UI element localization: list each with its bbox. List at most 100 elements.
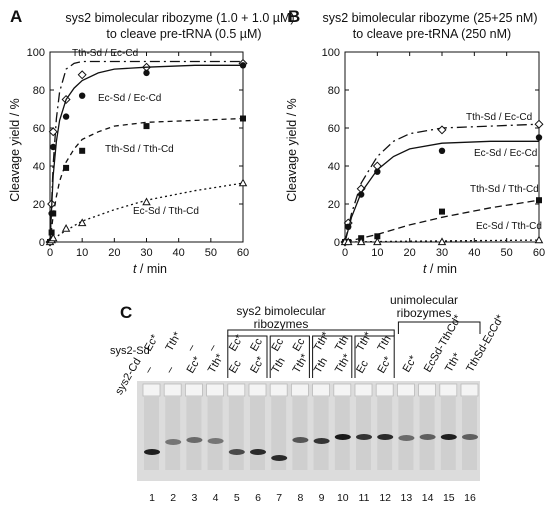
chart-a-series-3-point bbox=[143, 123, 150, 130]
chart-b-series-1-line bbox=[344, 123, 540, 243]
gel-lane-smear bbox=[250, 396, 265, 470]
gel-lane-sd-label: Ec bbox=[291, 336, 308, 354]
chart-a-series-3-point bbox=[79, 147, 86, 154]
panel-label-b: B bbox=[288, 7, 300, 26]
gel-well bbox=[418, 383, 437, 397]
chart-a-ytick-label: 0 bbox=[39, 237, 45, 249]
chart-a-series-4-point bbox=[77, 218, 87, 227]
gel-lane-smear bbox=[377, 396, 393, 470]
gel-lane-cd-label: Tth bbox=[269, 356, 287, 376]
chart-a-ylabel: Cleavage yield / % bbox=[8, 98, 22, 202]
chart-b-plot: 0 10 20 30 40 50 60 0 20 40 60 80 100 bbox=[322, 47, 545, 259]
chart-a-series-3-point bbox=[48, 229, 55, 236]
gel-well bbox=[290, 383, 309, 397]
chart-a-ytick-label: 60 bbox=[33, 123, 45, 135]
gel-well bbox=[227, 383, 246, 397]
chart-b-series-4-point bbox=[437, 237, 447, 246]
gel-well bbox=[460, 383, 479, 397]
chart-b-series-2-point bbox=[535, 134, 543, 141]
chart-a-series-4-point bbox=[142, 197, 151, 206]
chart-a-xlabel-t: t bbox=[133, 262, 137, 276]
chart-b-series-4-point bbox=[356, 237, 366, 246]
chart-b-xlabel-unit: / min bbox=[426, 262, 457, 276]
chart-b-series-2-point bbox=[357, 191, 365, 198]
gel-lane-cd-label: Ec* bbox=[185, 354, 204, 375]
chart-a-series-4-point bbox=[61, 224, 71, 232]
gel-pair-bracket bbox=[354, 335, 395, 378]
chart-b-series-2-point bbox=[345, 223, 352, 230]
gel-band bbox=[377, 434, 394, 440]
gel-well bbox=[396, 383, 415, 397]
chart-b-series-4-line bbox=[344, 239, 540, 243]
gel-band bbox=[250, 449, 266, 455]
chart-a-series-label-3: Tth-Sd / Tth-Cd bbox=[105, 144, 174, 155]
gel-lane-cd-label: Ec bbox=[227, 358, 244, 376]
gel-lane-number: 2 bbox=[170, 492, 176, 504]
gel-group-unimolecular-line1: unimolecular bbox=[390, 293, 458, 307]
chart-b-ytick-label: 20 bbox=[328, 199, 340, 211]
chart-a-xtick-label: 30 bbox=[140, 247, 152, 259]
chart-a-series-3-point bbox=[50, 210, 57, 217]
gel-lane-sd-label: Ec bbox=[248, 336, 265, 354]
gel-group-bracket-bimolecular bbox=[227, 329, 395, 336]
chart-b-xtick-label: 50 bbox=[501, 247, 513, 259]
gel-row-sd-label: sys2-Sd bbox=[110, 345, 150, 357]
gel-lane-numbers: 1 2 3 4 5 6 7 8 9 10 11 12 13 14 15 16 bbox=[149, 492, 476, 504]
gel-lane-sd-label: Tth bbox=[333, 334, 351, 354]
gel-well bbox=[439, 383, 458, 397]
gel-well bbox=[354, 383, 373, 397]
chart-a-xtick-label: 10 bbox=[76, 247, 88, 259]
chart-a: A sys2 bimolecular ribozyme (1.0 + 1.0 µ… bbox=[8, 7, 295, 276]
gel-lane-sd-label: Ec* bbox=[227, 332, 246, 353]
gel-well bbox=[163, 383, 182, 397]
gel-well bbox=[312, 383, 331, 397]
gel-well bbox=[206, 383, 225, 397]
gel-lane-number: 7 bbox=[276, 492, 282, 504]
gel-band bbox=[228, 449, 245, 455]
gel-band bbox=[271, 455, 288, 461]
chart-b-xtick-label: 60 bbox=[533, 247, 545, 259]
chart-b-ytick-label: 40 bbox=[328, 161, 340, 173]
chart-b-series-1-point bbox=[437, 125, 447, 135]
gel-lane-cd-label: Ec* bbox=[248, 354, 267, 375]
gel-lane-sd-label: Tth* bbox=[354, 329, 375, 353]
gel-lane-number: 12 bbox=[379, 492, 391, 504]
chart-b-title-line2: to cleave pre-tRNA (250 nM) bbox=[353, 27, 511, 41]
gel-well bbox=[248, 383, 267, 397]
chart-a-series-2-point bbox=[78, 92, 86, 99]
chart-a-xtick-label: 40 bbox=[173, 247, 185, 259]
gel-lane-cd-label: Ec* bbox=[375, 354, 394, 375]
gel-band bbox=[419, 434, 436, 440]
gel-lane-smear bbox=[207, 396, 223, 470]
gel-lane-number: 3 bbox=[191, 492, 197, 504]
gel-well bbox=[184, 383, 203, 397]
gel-lane-sd-label: Tth* bbox=[312, 329, 333, 353]
gel-group-unimolecular-line2: ribozymes bbox=[397, 306, 452, 320]
chart-b-series-label-2: Ec-Sd / Ec-Cd bbox=[474, 148, 537, 159]
chart-b-xtick-label: 10 bbox=[371, 247, 383, 259]
gel-group-bimolecular-line2: ribozymes bbox=[254, 317, 309, 331]
chart-a-series-2-point bbox=[143, 69, 150, 77]
chart-a-series-2-point bbox=[62, 113, 70, 120]
chart-a-series-1-point bbox=[48, 127, 58, 137]
chart-a-series-4-point bbox=[48, 233, 58, 242]
gel-well bbox=[142, 383, 161, 397]
chart-b-ytick-label: 60 bbox=[328, 123, 340, 135]
gel-lanes bbox=[142, 383, 479, 470]
gel-lane-number: 5 bbox=[234, 492, 240, 504]
gel-lane-smear bbox=[292, 396, 308, 470]
chart-b-series-3-point bbox=[536, 197, 542, 204]
gel-lane-number: 4 bbox=[213, 492, 219, 504]
chart-b-series-3-point bbox=[439, 208, 445, 215]
chart-a-series-1-line bbox=[49, 60, 243, 243]
gel-lane-smear bbox=[165, 396, 181, 470]
gel-band bbox=[313, 438, 330, 444]
gel-lane-sd-label: – bbox=[185, 341, 199, 353]
chart-b-ylabel: Cleavage yield / % bbox=[285, 98, 299, 202]
chart-b-xtick-label: 0 bbox=[342, 247, 348, 259]
chart-a-series-2-point bbox=[239, 62, 247, 69]
chart-a-title-line1: sys2 bimolecular ribozyme (1.0 + 1.0 µM) bbox=[65, 11, 294, 25]
gel-lane-sd-label: Ec bbox=[269, 336, 286, 354]
gel-lane-cd-label: – bbox=[142, 363, 156, 375]
gel-lane-sd-label: Tth* bbox=[443, 350, 464, 374]
